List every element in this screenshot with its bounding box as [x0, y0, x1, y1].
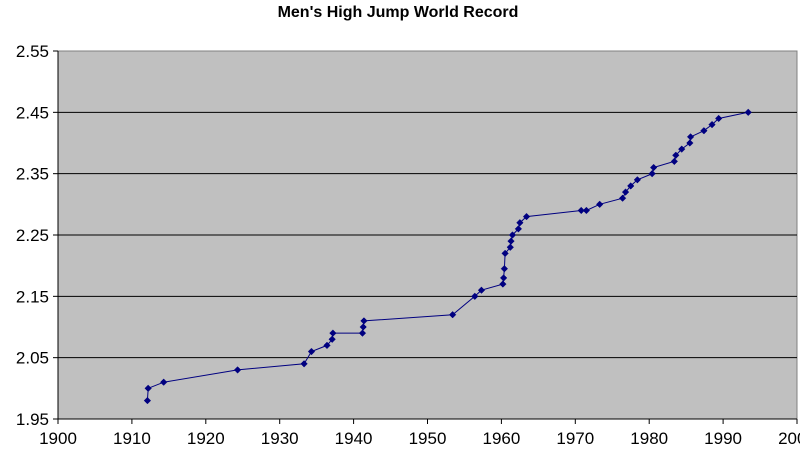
data-point-20 [507, 237, 515, 245]
data-point-8 [329, 329, 337, 337]
data-point-32 [648, 170, 656, 178]
data-point-31 [633, 176, 642, 184]
data-point-21 [508, 231, 517, 239]
x-tick-labels: 1900 1910 1920 1930 1940 1950 1960 1970 1980 1990… [39, 429, 800, 448]
data-point-40 [708, 120, 716, 129]
data-point-26 [582, 206, 591, 215]
y-tick-label: 1.95 [16, 410, 49, 429]
data-point-19 [506, 243, 514, 251]
data-point-17 [500, 265, 509, 273]
data-point-3 [233, 366, 242, 374]
data-point-11 [360, 317, 368, 325]
axes [53, 50, 798, 424]
data-point-16 [499, 274, 508, 282]
x-tick-label: 1990 [704, 429, 742, 448]
data-point-25 [577, 206, 585, 215]
data-point-7 [328, 335, 336, 343]
data-point-10 [359, 323, 367, 331]
data-point-6 [323, 341, 331, 350]
data-point-18 [501, 249, 509, 258]
data-point-36 [678, 145, 686, 153]
data-point-38 [686, 133, 695, 141]
x-tick-label: 1900 [39, 429, 77, 448]
data-point-14 [477, 286, 486, 294]
y-tick-label: 2.05 [16, 349, 49, 368]
y-tick-label: 2.35 [16, 165, 49, 184]
y-tick-labels: 1.95 2.05 2.15 2.25 2.35 2.45 2.55 [16, 42, 49, 429]
data-point-15 [499, 280, 507, 288]
x-tick-label: 1910 [113, 429, 151, 448]
data-point-0 [143, 396, 152, 405]
x-tick-label: 2000 [778, 429, 800, 448]
x-tick-label: 1980 [630, 429, 668, 448]
x-tick-label: 1960 [482, 429, 520, 448]
data-point-33 [649, 163, 658, 172]
data-point-24 [522, 212, 531, 221]
data-point-39 [700, 127, 708, 135]
data-point-22 [514, 225, 523, 233]
data-point-42 [744, 108, 752, 116]
data-point-9 [358, 329, 367, 337]
data-point-28 [618, 194, 627, 202]
data-point-29 [621, 188, 630, 196]
y-tick-label: 2.45 [16, 103, 49, 122]
data-point-5 [307, 347, 316, 356]
data-point-2 [160, 378, 168, 386]
x-tick-label: 1920 [187, 429, 225, 448]
data-point-35 [672, 151, 680, 159]
x-tick-label: 1930 [261, 429, 299, 448]
data-point-4 [300, 360, 308, 368]
data-point-37 [686, 139, 694, 147]
chart-title: Men's High Jump World Record [278, 4, 519, 21]
data-point-12 [448, 311, 457, 319]
series-record-progression [143, 108, 752, 405]
data-point-23 [516, 219, 524, 227]
data-point-27 [596, 200, 604, 208]
y-tick-label: 2.55 [16, 42, 49, 61]
y-tick-label: 2.15 [16, 287, 49, 306]
data-point-41 [715, 114, 723, 123]
data-point-34 [670, 157, 678, 166]
grid-lines [58, 111, 797, 359]
data-point-13 [471, 292, 479, 300]
x-tick-label: 1950 [409, 429, 447, 448]
data-point-1 [144, 384, 152, 392]
x-tick-label: 1940 [335, 429, 373, 448]
y-tick-label: 2.25 [16, 226, 49, 245]
data-point-30 [627, 182, 635, 190]
x-tick-label: 1970 [556, 429, 594, 448]
